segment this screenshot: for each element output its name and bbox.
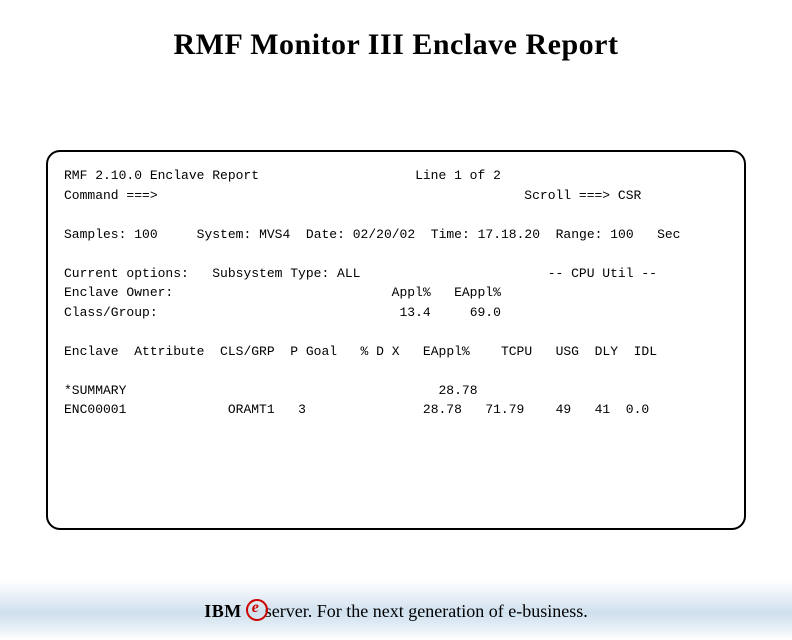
range-value: 100 <box>610 227 633 242</box>
col-usg: USG <box>556 344 579 359</box>
date-value: 02/20/02 <box>353 227 415 242</box>
row1-usg: 49 <box>556 402 572 417</box>
col-pctd: % D <box>360 344 383 359</box>
page-title: RMF Monitor III Enclave Report <box>0 28 792 62</box>
class-group-label: Class/Group: <box>64 305 158 320</box>
col-attribute: Attribute <box>134 344 204 359</box>
col-eappl: EAppl% <box>423 344 470 359</box>
row0-enclave: *SUMMARY <box>64 383 126 398</box>
appl-label: Appl% <box>392 285 431 300</box>
row1-idl: 0.0 <box>626 402 649 417</box>
eappl-value: 69.0 <box>470 305 501 320</box>
system-label: System: <box>197 227 252 242</box>
footer-tagline: For the next generation of e-business. <box>312 601 587 621</box>
range-unit: Sec <box>657 227 680 242</box>
col-pgoal: P Goal <box>290 344 337 359</box>
samples-value: 100 <box>134 227 157 242</box>
col-clsgrp: CLS/GRP <box>220 344 275 359</box>
enclave-report-panel: RMF 2.10.0 Enclave Report Line 1 of 2 Co… <box>46 150 746 530</box>
time-label: Time: <box>431 227 470 242</box>
footer: IBM server. For the next generation of e… <box>0 599 792 622</box>
col-enclave: Enclave <box>64 344 119 359</box>
col-x: X <box>392 344 400 359</box>
server-text: server. <box>265 601 312 621</box>
command-prompt[interactable]: Command ===> <box>64 188 158 203</box>
row1-enclave: ENC00001 <box>64 402 126 417</box>
system-value: MVS4 <box>259 227 290 242</box>
col-dly: DLY <box>595 344 618 359</box>
enclave-owner-label: Enclave Owner: <box>64 285 173 300</box>
scroll-field[interactable]: Scroll ===> CSR <box>524 188 641 203</box>
appl-value: 13.4 <box>399 305 430 320</box>
subsystem-type: Subsystem Type: ALL <box>212 266 360 281</box>
row1-dly: 41 <box>595 402 611 417</box>
row1-eappl: 28.78 <box>423 402 462 417</box>
e-logo-icon <box>246 599 268 621</box>
line-info: Line 1 of 2 <box>415 168 501 183</box>
current-options-label: Current options: <box>64 266 189 281</box>
eappl-label: EAppl% <box>454 285 501 300</box>
row1-clsgrp: ORAMT1 <box>228 402 275 417</box>
row1-tcpu: 71.79 <box>485 402 524 417</box>
date-label: Date: <box>306 227 345 242</box>
samples-label: Samples: <box>64 227 126 242</box>
product-label: RMF 2.10.0 Enclave Report <box>64 168 259 183</box>
row1-pgoal: 3 <box>298 402 306 417</box>
row0-eappl: 28.78 <box>438 383 477 398</box>
col-idl: IDL <box>634 344 657 359</box>
range-label: Range: <box>556 227 603 242</box>
cpu-util-header: -- CPU Util -- <box>548 266 657 281</box>
col-tcpu: TCPU <box>501 344 532 359</box>
ibm-logo-text: IBM <box>204 601 242 621</box>
time-value: 17.18.20 <box>478 227 540 242</box>
